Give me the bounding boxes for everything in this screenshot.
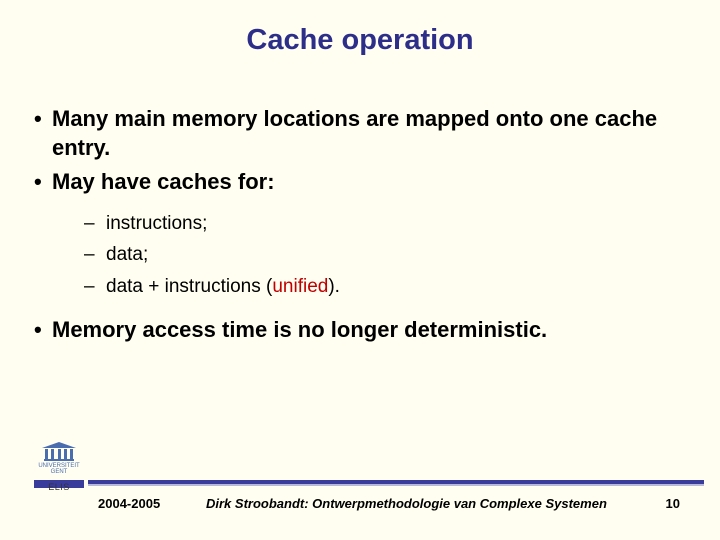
slide-content: • Many main memory locations are mapped … [0,77,720,344]
footer-divider-line [88,480,704,484]
sub-bullet-marker: – [84,242,106,268]
sub-bullet-marker: – [84,274,106,300]
bullet-item: • Many main memory locations are mapped … [30,105,690,162]
bullet-marker: • [30,168,52,197]
university-logo: UNIVERSITEIT GENT ELIS [36,442,82,492]
bullet-text: Memory access time is no longer determin… [52,316,690,345]
bullet-text: May have caches for: [52,168,690,197]
bullet-item: • May have caches for: [30,168,690,197]
sub-bullet-item: – instructions; [84,211,690,237]
slide: Cache operation • Many main memory locat… [0,0,720,540]
sub-bullet-text: data; [106,242,690,268]
highlighted-term: unified [272,276,328,297]
slide-footer: UNIVERSITEIT GENT ELIS 2004-2005 Dirk St… [0,470,720,540]
bullet-text: Many main memory locations are mapped on… [52,105,690,162]
sub-bullet-text: data + instructions (unified). [106,274,690,300]
bullet-marker: • [30,316,52,345]
sub-bullet-text-post: ). [328,276,340,297]
footer-year: 2004-2005 [98,496,188,511]
logo-building-icon [42,442,76,462]
footer-author: Dirk Stroobandt: Ontwerpmethodologie van… [188,496,640,511]
logo-text-line2: GENT [36,469,82,476]
sub-bullet-list: – instructions; – data; – data + instruc… [30,203,690,316]
sub-bullet-text: instructions; [106,211,690,237]
bullet-marker: • [30,105,52,134]
footer-page-number: 10 [640,496,680,511]
sub-bullet-item: – data + instructions (unified). [84,274,690,300]
sub-bullet-text-pre: data + instructions ( [106,276,272,297]
bullet-item: • Memory access time is no longer determ… [30,316,690,345]
footer-text-row: 2004-2005 Dirk Stroobandt: Ontwerpmethod… [98,496,680,511]
logo-dept: ELIS [36,482,82,492]
sub-bullet-marker: – [84,211,106,237]
sub-bullet-item: – data; [84,242,690,268]
slide-title: Cache operation [0,0,720,77]
